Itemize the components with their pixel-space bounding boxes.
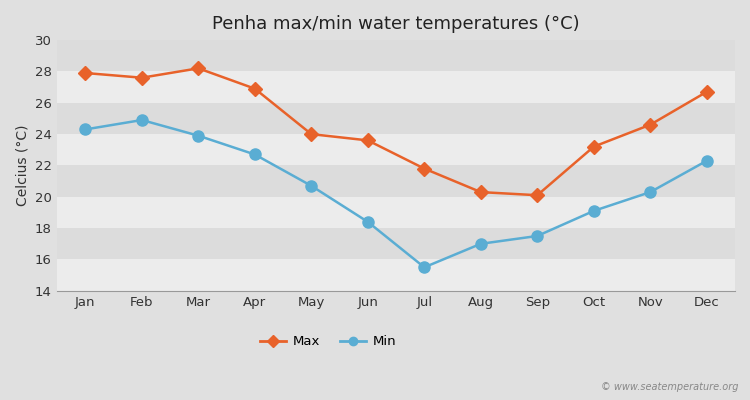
- Min: [646, 190, 655, 194]
- Max: [420, 166, 429, 171]
- Bar: [57, 260, 735, 291]
- Max: [532, 193, 542, 198]
- Bar: [57, 103, 735, 134]
- Min: [702, 158, 711, 163]
- Min: [251, 152, 260, 157]
- Min: [363, 220, 372, 224]
- Min: [476, 242, 485, 246]
- Min: [420, 265, 429, 270]
- Bar: [57, 72, 735, 103]
- Min: [137, 118, 146, 122]
- Max: [363, 138, 372, 143]
- Max: [194, 66, 202, 71]
- Bar: [57, 134, 735, 166]
- Title: Penha max/min water temperatures (°C): Penha max/min water temperatures (°C): [212, 15, 580, 33]
- Min: [307, 184, 316, 188]
- Max: [702, 90, 711, 94]
- Min: [194, 133, 202, 138]
- Y-axis label: Celcius (°C): Celcius (°C): [15, 125, 29, 206]
- Max: [81, 71, 90, 76]
- Max: [590, 144, 598, 149]
- Max: [476, 190, 485, 194]
- Max: [646, 122, 655, 127]
- Max: [251, 86, 260, 91]
- Legend: Max, Min: Max, Min: [254, 330, 402, 354]
- Line: Min: Min: [80, 114, 712, 273]
- Text: © www.seatemperature.org: © www.seatemperature.org: [602, 382, 739, 392]
- Bar: [57, 228, 735, 260]
- Bar: [57, 40, 735, 72]
- Min: [81, 127, 90, 132]
- Min: [532, 234, 542, 238]
- Line: Max: Max: [80, 64, 712, 200]
- Max: [137, 75, 146, 80]
- Bar: [57, 166, 735, 197]
- Max: [307, 132, 316, 136]
- Min: [590, 208, 598, 213]
- Bar: [57, 197, 735, 228]
